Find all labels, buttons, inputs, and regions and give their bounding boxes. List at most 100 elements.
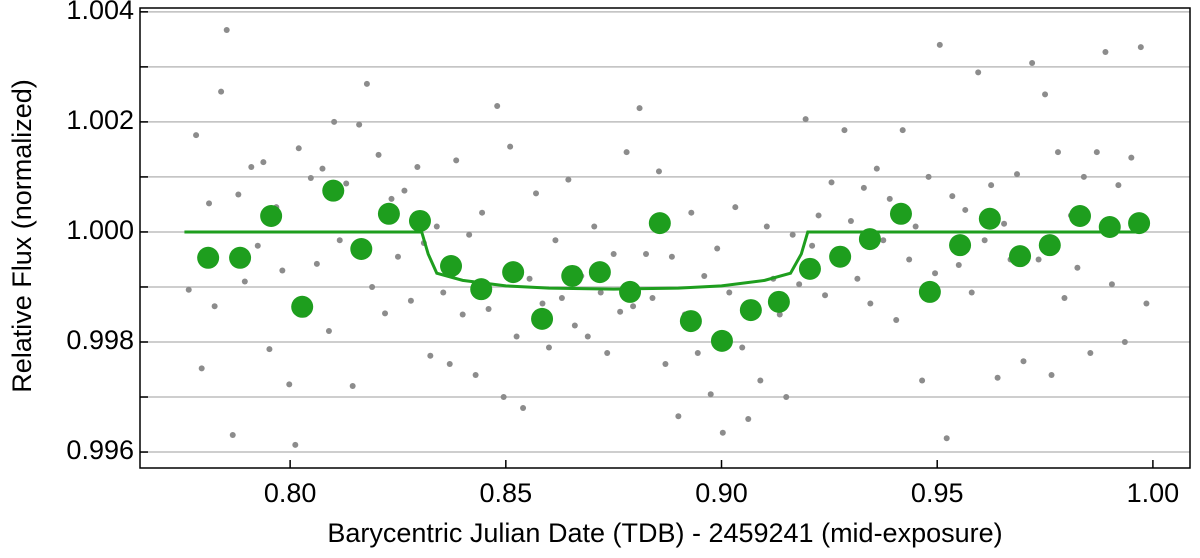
- data-point: [1001, 220, 1008, 227]
- data-point: [1080, 173, 1087, 180]
- data-point: [694, 350, 701, 356]
- data-point: [912, 223, 919, 230]
- y-axis-label: Relative Flux (normalized): [7, 79, 37, 393]
- data-point: [858, 228, 881, 251]
- data-point: [701, 272, 708, 279]
- data-point: [325, 327, 332, 334]
- data-point: [229, 431, 236, 438]
- data-point: [313, 260, 320, 267]
- data-point: [822, 292, 829, 299]
- data-point: [919, 377, 926, 384]
- data-point: [648, 212, 671, 235]
- data-point: [732, 204, 739, 211]
- data-point: [936, 41, 943, 48]
- data-point: [745, 416, 752, 423]
- x-tick-label: 0.80: [264, 478, 317, 508]
- data-point: [292, 441, 299, 448]
- data-point: [763, 223, 770, 230]
- data-point: [739, 299, 762, 322]
- data-point: [279, 267, 286, 274]
- data-point: [241, 278, 248, 285]
- data-point: [1061, 294, 1068, 301]
- data-point: [291, 295, 314, 318]
- data-point: [889, 202, 912, 225]
- data-point: [636, 105, 643, 112]
- data-point: [552, 237, 559, 244]
- data-point: [331, 118, 338, 125]
- data-point: [623, 149, 630, 156]
- data-point: [193, 132, 200, 139]
- data-point: [343, 180, 350, 187]
- data-point: [539, 300, 546, 307]
- data-point: [829, 245, 852, 268]
- data-point: [260, 159, 267, 166]
- data-point: [1093, 149, 1100, 156]
- y-tick-label: 1.000: [66, 215, 134, 245]
- data-point: [319, 165, 326, 172]
- data-point: [662, 361, 669, 368]
- data-point: [453, 157, 460, 164]
- data-point: [206, 200, 213, 207]
- data-point: [860, 184, 867, 191]
- data-point: [407, 297, 414, 304]
- data-point: [796, 281, 803, 288]
- data-point: [1087, 350, 1094, 356]
- data-point: [668, 253, 675, 260]
- data-point: [427, 352, 434, 359]
- y-tick-label: 0.996: [66, 435, 134, 465]
- data-point: [565, 176, 572, 183]
- data-point: [561, 264, 584, 287]
- data-point: [978, 207, 1001, 230]
- data-point: [235, 191, 242, 198]
- data-point: [526, 275, 533, 282]
- data-point: [401, 187, 408, 194]
- data-point: [1035, 256, 1042, 263]
- y-tick-label: 0.998: [66, 325, 134, 355]
- data-point: [847, 217, 854, 224]
- data-point: [248, 164, 255, 171]
- data-point: [719, 429, 726, 436]
- data-point: [260, 204, 283, 227]
- data-point: [295, 145, 302, 152]
- data-point: [710, 329, 733, 352]
- data-point: [229, 246, 252, 269]
- data-point: [949, 193, 956, 200]
- data-point: [815, 212, 822, 219]
- data-point: [254, 242, 261, 249]
- data-point: [363, 80, 370, 87]
- data-point: [1014, 171, 1021, 178]
- data-point: [1115, 182, 1122, 189]
- data-point: [767, 290, 790, 313]
- data-point: [185, 286, 192, 293]
- data-point: [726, 289, 733, 296]
- data-point: [604, 350, 611, 356]
- data-point: [906, 256, 913, 263]
- data-point: [688, 209, 695, 216]
- data-point: [1068, 204, 1091, 227]
- data-point: [841, 127, 848, 134]
- x-axis-label: Barycentric Julian Date (TDB) - 2459241 …: [327, 518, 1002, 548]
- data-point: [899, 127, 906, 134]
- data-point: [198, 365, 205, 372]
- data-point: [408, 209, 431, 232]
- data-point: [197, 246, 220, 269]
- data-point: [349, 383, 356, 390]
- data-point: [617, 308, 624, 315]
- data-point: [472, 372, 479, 379]
- data-point: [588, 261, 611, 284]
- data-point: [707, 391, 714, 398]
- data-point: [571, 322, 578, 329]
- data-point: [655, 168, 662, 175]
- x-tick-label: 0.95: [911, 478, 964, 508]
- data-point: [880, 237, 887, 244]
- data-point: [1074, 264, 1081, 271]
- data-point: [1098, 215, 1121, 238]
- x-tick-label: 1.00: [1127, 478, 1180, 508]
- data-point: [533, 190, 540, 197]
- data-point: [798, 257, 821, 280]
- data-point: [802, 116, 809, 123]
- data-point: [968, 289, 975, 296]
- data-point: [1020, 358, 1027, 365]
- data-point: [981, 237, 988, 244]
